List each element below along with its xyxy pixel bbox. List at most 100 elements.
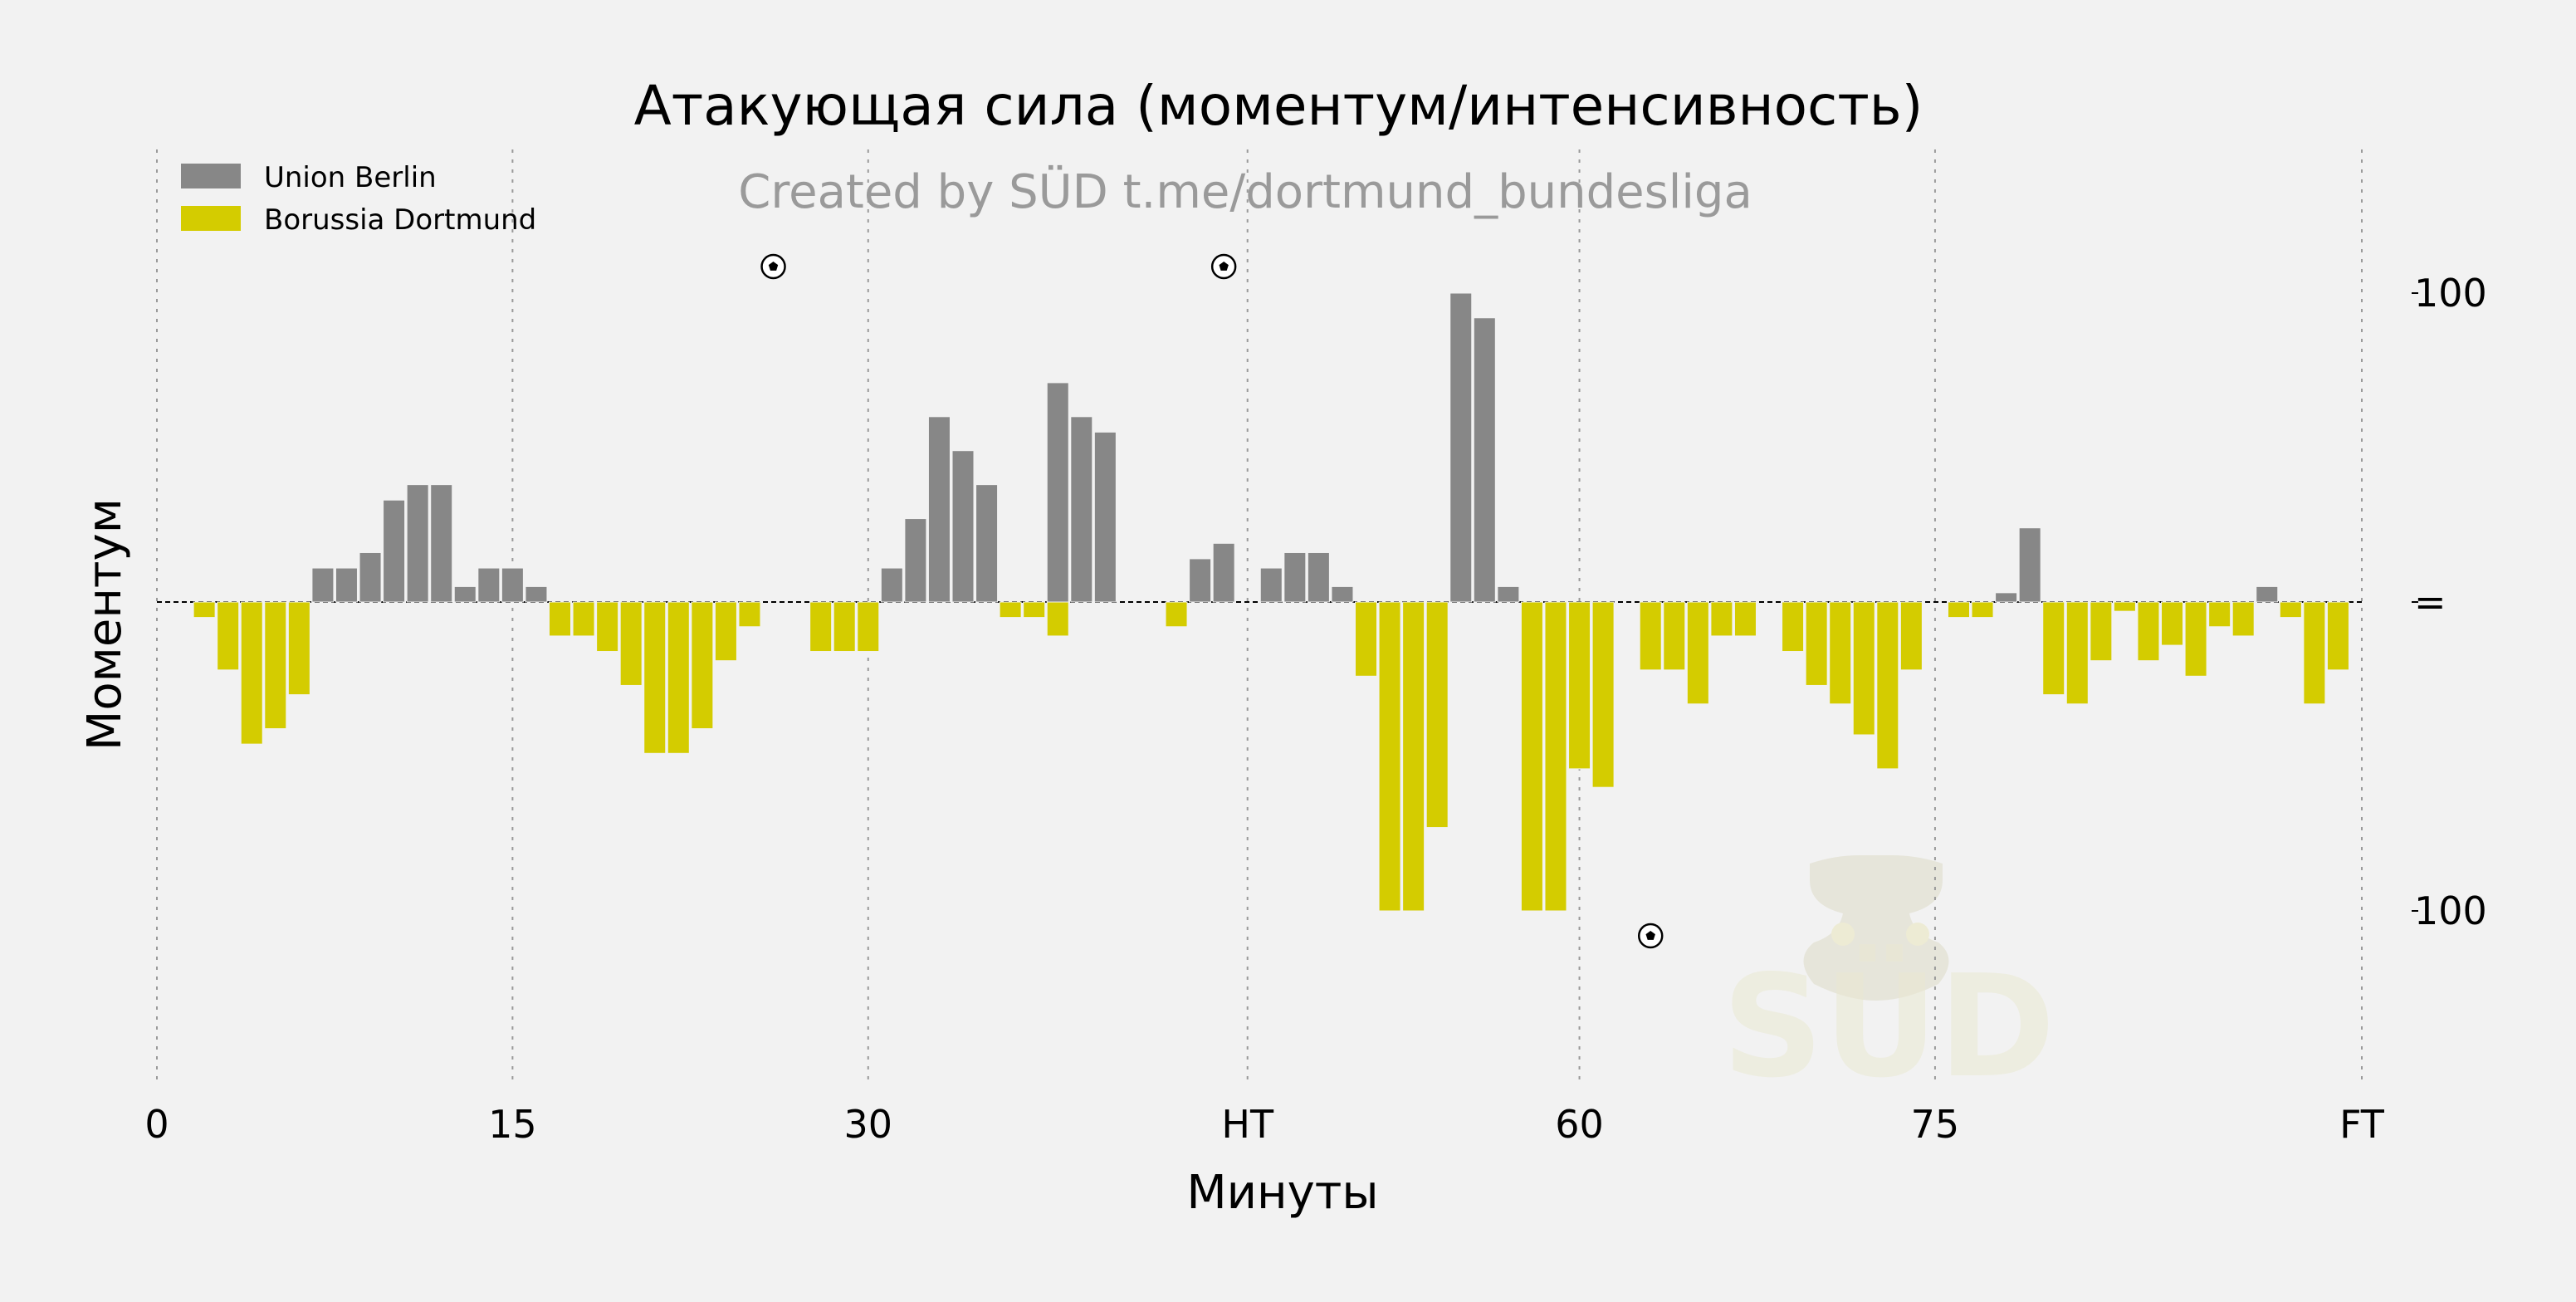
bar-borussia-dortmund-minute-70 [1805,601,1828,686]
x-tick-75: 75 [1911,1102,1960,1147]
bar-borussia-dortmund-minute-60 [1568,601,1591,770]
bar-union-berlin-minute-33 [927,416,951,603]
y-tick-label-1: = [2414,580,2446,624]
sud-mascot-icon [1803,855,1949,1001]
bar-union-berlin-minute-11 [406,484,429,603]
bar-union-berlin-minute-31 [880,567,903,603]
bar-borussia-dortmund-minute-18 [572,601,595,637]
bar-borussia-dortmund-minute-80 [2042,601,2065,696]
bar-union-berlin-minute-39 [1070,416,1093,603]
mascot-eye-left [1831,923,1855,946]
bar-borussia-dortmund-minute-74 [1899,601,1923,671]
bar-borussia-dortmund-minute-29 [833,601,856,653]
bar-union-berlin-minute-7 [311,567,335,603]
chart-title: Атакующая сила (моментум/интенсивность) [634,74,1923,138]
bar-borussia-dortmund-minute-76 [1947,601,1970,619]
bar-borussia-dortmund-minute-20 [619,601,643,686]
soccer-ball-patch [1645,931,1655,940]
legend-label-union-berlin: Union Berlin [264,161,437,194]
bar-union-berlin-minute-57 [1497,585,1520,603]
sud-logo: SÜD [1722,855,2055,1109]
bar-union-berlin-minute-47 [1259,567,1283,603]
bar-borussia-dortmund-minute-4 [240,601,263,745]
bar-borussia-dortmund-minute-3 [217,601,240,671]
x-tick-60: 60 [1555,1102,1604,1147]
bar-borussia-dortmund-minute-17 [549,601,572,637]
bar-borussia-dortmund-minute-51 [1355,601,1378,677]
x-axis-ticks: 0 15 30 HT 60 75 FT [144,1102,2384,1147]
bar-union-berlin-minute-49 [1307,551,1330,603]
x-tick-ft: FT [2339,1102,2385,1147]
bar-borussia-dortmund-minute-36 [999,601,1022,619]
bar-union-berlin-minute-79 [2018,527,2041,603]
bar-borussia-dortmund-minute-24 [714,601,737,662]
bar-borussia-dortmund-minute-73 [1876,601,1899,770]
bar-borussia-dortmund-minute-43 [1165,601,1188,628]
bar-union-berlin-minute-89 [2256,585,2279,603]
bar-borussia-dortmund-minute-30 [857,601,880,653]
bar-borussia-dortmund-minute-23 [691,601,714,730]
bar-borussia-dortmund-minute-69 [1782,601,1805,653]
x-tick-15: 15 [488,1102,537,1147]
bar-borussia-dortmund-minute-87 [2208,601,2231,628]
bar-union-berlin-minute-12 [430,484,453,603]
bar-union-berlin-minute-56 [1473,317,1496,603]
bar-union-berlin-minute-8 [335,567,358,603]
bar-union-berlin-minute-15 [501,567,524,603]
bar-borussia-dortmund-minute-67 [1733,601,1757,637]
y-tick-label-0: 100 [2414,271,2487,316]
x-tick-ht: HT [1221,1102,1274,1147]
soccer-ball-patch [1219,262,1229,271]
bar-borussia-dortmund-minute-6 [287,601,310,696]
bar-union-berlin-minute-10 [383,499,406,603]
bar-borussia-dortmund-minute-64 [1663,601,1686,671]
bar-union-berlin-minute-78 [1995,592,2018,603]
soccer-ball-icon-1 [760,253,786,280]
bar-borussia-dortmund-minute-22 [667,601,690,754]
bar-borussia-dortmund-minute-25 [738,601,761,628]
bar-union-berlin-minute-55 [1449,292,1473,603]
bar-borussia-dortmund-minute-19 [596,601,619,653]
watermark-text: Created by SÜD t.me/dortmund_bundesliga [738,165,1752,219]
soccer-ball-icon-3 [1637,923,1664,949]
bar-borussia-dortmund-minute-5 [264,601,287,730]
bar-borussia-dortmund-minute-72 [1852,601,1875,736]
bar-union-berlin-minute-45 [1212,542,1235,603]
bar-borussia-dortmund-minute-58 [1520,601,1543,912]
goal-markers [760,253,1664,949]
bar-borussia-dortmund-minute-59 [1544,601,1567,912]
bar-union-berlin-minute-32 [904,518,927,603]
bar-union-berlin-minute-48 [1283,551,1307,603]
bar-borussia-dortmund-minute-21 [643,601,667,754]
soccer-ball-patch [768,262,779,271]
borussia-dortmund-bars [193,601,2349,912]
y-tick-label-2: 100 [2414,888,2487,933]
bar-union-berlin-minute-13 [453,585,477,603]
bar-union-berlin-minute-16 [525,585,548,603]
bar-borussia-dortmund-minute-2 [193,601,216,619]
bar-union-berlin-minute-40 [1093,431,1117,603]
bar-borussia-dortmund-minute-90 [2279,601,2302,619]
x-tick-0: 0 [144,1102,169,1147]
mascot-eye-right [1906,923,1929,946]
bar-borussia-dortmund-minute-91 [2303,601,2326,705]
bar-borussia-dortmund-minute-65 [1686,601,1709,705]
bar-borussia-dortmund-minute-71 [1829,601,1852,705]
bar-borussia-dortmund-minute-83 [2113,601,2136,612]
bar-borussia-dortmund-minute-53 [1402,601,1425,912]
bar-borussia-dortmund-minute-84 [2137,601,2160,662]
logo-text: SÜD [1722,944,2055,1109]
legend: Union Berlin Borussia Dortmund [181,161,536,237]
bar-union-berlin-minute-14 [477,567,501,603]
bar-union-berlin-minute-50 [1331,585,1354,603]
bar-union-berlin-minute-9 [359,551,382,603]
y-axis-ticks: 100 = 100 [2412,271,2487,933]
bar-borussia-dortmund-minute-86 [2184,601,2207,677]
bar-borussia-dortmund-minute-61 [1591,601,1615,788]
x-axis-label: Минуты [1186,1166,1378,1220]
bar-borussia-dortmund-minute-54 [1425,601,1449,829]
bar-borussia-dortmund-minute-92 [2326,601,2349,671]
bar-borussia-dortmund-minute-82 [2090,601,2113,662]
bar-union-berlin-minute-44 [1189,558,1212,603]
